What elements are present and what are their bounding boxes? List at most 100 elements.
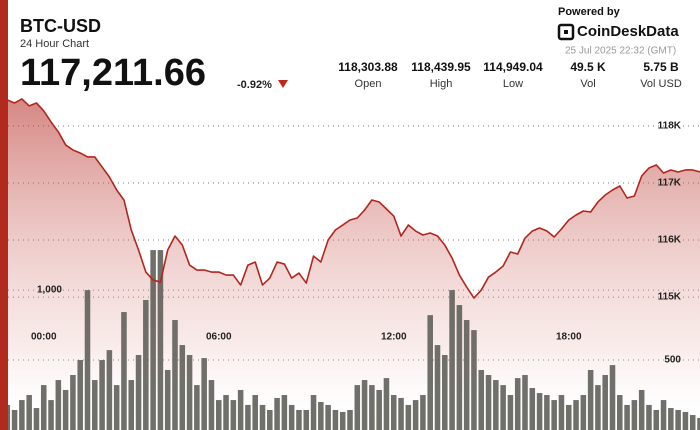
volume-bar	[697, 417, 700, 430]
logo-icon	[557, 23, 575, 41]
volume-bar	[463, 320, 470, 430]
volume-bar	[500, 385, 506, 430]
volume-bar	[70, 375, 76, 430]
volume-bar	[427, 315, 433, 430]
volume-bar	[507, 395, 514, 430]
volume-bar	[595, 385, 601, 430]
logo-icon-dot	[564, 30, 568, 34]
axis-labels: 115K 116K 117K 118K 500 1,000 00:00 06:00 12:00 1…	[31, 121, 682, 366]
change: -0.92%	[237, 79, 272, 91]
volume-bar	[310, 395, 317, 430]
volume-bar	[529, 388, 536, 430]
volume-bar	[92, 380, 98, 430]
volume-bar	[143, 300, 149, 430]
volume-bar	[398, 397, 404, 430]
volume-bar	[624, 404, 630, 430]
volume-bar	[442, 355, 448, 430]
volume-bar	[8, 404, 11, 430]
volume-bar	[281, 395, 288, 430]
volume-bar	[449, 290, 455, 430]
volume-bar	[478, 369, 485, 430]
price-area	[8, 98, 700, 430]
volume-bar	[223, 395, 229, 430]
volume-bar	[668, 408, 674, 430]
symbol: BTC-USD	[20, 16, 101, 36]
timestamp: 25 Jul 2025 22:32 (GMT)	[565, 46, 676, 57]
volume-bar	[347, 409, 353, 430]
volume-bar	[201, 358, 207, 430]
volume-bar	[660, 400, 667, 430]
x-tick-label: 18:00	[556, 332, 582, 343]
volume-bar	[471, 330, 477, 430]
volume-bar	[33, 408, 40, 430]
volume-bar	[493, 380, 499, 430]
stat-label: Open	[355, 78, 382, 90]
stat-value: 49.5 K	[570, 60, 606, 74]
volume-bar	[26, 395, 32, 430]
stat-value: 118,303.88	[338, 60, 398, 74]
volume-bar	[186, 355, 193, 430]
y-tick-label: 117K	[658, 178, 682, 189]
stat-value: 114,949.04	[483, 60, 543, 74]
volume-bar	[536, 393, 543, 430]
volume-bar	[573, 400, 579, 430]
volume-bar	[150, 250, 156, 430]
stat-label: Vol USD	[640, 78, 682, 90]
volume-bar	[544, 395, 550, 430]
volume-bar	[62, 389, 69, 430]
volume-bar	[412, 400, 419, 430]
volume-bar	[551, 400, 557, 430]
volume-bar	[267, 409, 273, 430]
volume-bar	[434, 345, 441, 430]
brand: CoinDeskData	[577, 23, 679, 40]
volume-bar	[77, 360, 83, 430]
volume-bar	[339, 411, 346, 430]
volume-bar	[653, 409, 660, 430]
volume-bar	[48, 400, 54, 430]
volume-bar	[420, 395, 426, 430]
volume-bar	[638, 389, 645, 430]
volume-bar	[164, 369, 171, 430]
volume-bar	[390, 395, 397, 430]
volume-bar	[113, 385, 120, 430]
stat-value: 118,439.95	[411, 60, 471, 74]
accent-bar	[0, 0, 8, 430]
volume-bar	[369, 385, 375, 430]
volume-bar	[230, 400, 237, 430]
powered-by: Powered by	[558, 6, 621, 18]
volume-bar	[587, 369, 594, 430]
volume-bar	[303, 409, 310, 430]
volume-bar	[514, 378, 521, 430]
volume-bar	[252, 395, 258, 430]
y-tick-label: 118K	[658, 121, 682, 132]
volume-bar	[121, 312, 127, 430]
volume-bar	[194, 385, 200, 430]
volume-bar	[208, 380, 215, 430]
volume-bar	[332, 409, 339, 430]
y-tick-label: 115K	[658, 292, 682, 303]
brand-logo: CoinDeskData	[557, 23, 679, 41]
stat-label: Vol	[580, 78, 595, 90]
stats: 118,303.88 Open 118,439.95 High 114,949.…	[338, 60, 682, 90]
volume-bar	[631, 400, 638, 430]
volume-bar	[84, 290, 91, 430]
plot-area	[8, 98, 700, 430]
volume-bar	[259, 404, 266, 430]
stat-label: Low	[503, 78, 523, 90]
volume-bar	[558, 395, 565, 430]
volume-bar	[296, 409, 302, 430]
volume-bar	[361, 380, 368, 430]
volume-bar	[19, 400, 25, 430]
volume-bar	[689, 415, 696, 430]
volume-bar	[580, 395, 587, 430]
volume-bar	[325, 404, 331, 430]
volume-bar	[675, 409, 681, 430]
volume-bar	[522, 375, 528, 430]
volume-bar	[602, 375, 608, 430]
down-arrow	[278, 80, 288, 88]
volume-bar	[617, 395, 623, 430]
volume-bar	[128, 380, 135, 430]
volume-bar	[383, 378, 390, 430]
volume-bar	[354, 385, 361, 430]
y-tick-label: 116K	[658, 235, 682, 246]
